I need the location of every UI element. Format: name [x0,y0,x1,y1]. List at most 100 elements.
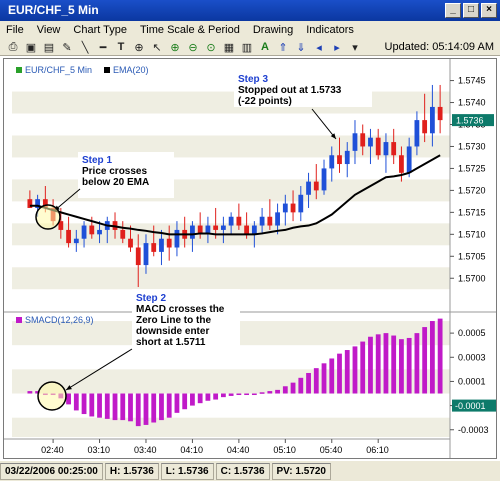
window-titlebar: EUR/CHF_5 Min _ □ × [0,0,500,21]
macd-bar [174,393,180,413]
macd-bar [313,368,319,394]
x-tick-label: 02:40 [41,445,64,455]
macd-bar [244,393,250,396]
macd-bar [406,337,412,394]
macd-bar [151,393,157,423]
line-icon[interactable]: ╲ [81,41,89,54]
macd-bar [360,341,366,394]
text-icon[interactable]: T [117,41,125,53]
macd-bar [251,393,257,396]
candle-body [429,106,435,134]
arrow-up-icon[interactable]: ⇑ [278,41,288,54]
updated-time: Updated: 05:14:09 AM [384,41,494,53]
macd-tick-label: -0.0003 [458,425,489,435]
step1-arrow [53,188,81,212]
menu-bar: File View Chart Type Time Scale & Period… [0,21,500,39]
close-button[interactable]: × [481,3,497,18]
candle-body [66,229,71,244]
zoom-out-icon[interactable]: ⊖ [188,41,198,54]
candle-body [267,216,273,226]
menu-chart-type[interactable]: Chart Type [73,24,127,36]
macd-bar [120,393,126,421]
candle-body [290,203,296,213]
menu-drawing[interactable]: Drawing [252,24,294,36]
candle-body [437,106,443,121]
price-band [12,91,450,114]
status-low: L: 1.5736 [160,462,214,480]
maximize-button[interactable]: □ [463,3,479,18]
x-tick-label: 03:10 [88,445,111,455]
macd-bar [352,346,358,394]
pointer-icon[interactable]: ⊕ [134,41,144,54]
macd-bar [190,393,195,406]
macd-band [12,417,450,437]
macd-bar [35,391,41,394]
macd-bar [97,393,102,418]
step2-line: downside enter [136,326,209,337]
status-high: H: 1.5736 [104,462,159,480]
zoom-in-icon[interactable]: ⊕ [170,41,180,54]
grid-icon[interactable]: ▦ [223,41,235,54]
menu-view[interactable]: View [36,24,61,36]
candle-body [383,142,389,156]
price-tick-label: 1.5705 [458,251,486,261]
candle-body [135,247,141,266]
step1-line: Price crosses [82,166,147,177]
macd-bar [213,393,219,400]
minimize-button[interactable]: _ [445,3,461,18]
x-tick-label: 06:10 [366,445,389,455]
price-tick-label: 1.5730 [458,141,486,151]
macd-bar [159,393,164,421]
step1-highlight-circle [35,204,61,230]
menu-time-scale[interactable]: Time Scale & Period [140,24,240,36]
step3-title: Step 3 [238,74,268,85]
macd-bar [143,393,149,425]
candle-body [42,199,48,208]
print-icon[interactable]: ⎙ [8,40,18,53]
step3-line: Stopped out at 1.5733 [238,85,342,96]
macd-bar [298,377,304,394]
macd-bar [329,358,335,394]
chart-area[interactable]: 1.57451.57401.57351.57301.57251.57201.57… [3,58,497,459]
candle-body [321,168,327,191]
candle-body [275,212,280,226]
open-icon[interactable]: ▣ [25,41,37,54]
save-icon[interactable]: ▤ [43,41,55,54]
dropdown-icon[interactable]: ▾ [352,41,358,54]
macd-bar [182,393,188,410]
macd-bar [368,336,373,394]
candle-body [282,203,288,213]
arrow-right-icon[interactable]: ▸ [334,41,340,54]
bar-chart-icon[interactable]: ▥ [241,41,253,54]
candle-body [81,225,87,239]
arrow-down-icon[interactable]: ⇓ [296,41,306,54]
candle-body [259,216,265,226]
step2-arrow [65,348,133,391]
candle-body [306,181,311,195]
candle-body [236,216,242,226]
candle-body [97,229,102,235]
candle-body [151,243,157,252]
candle-body [337,155,342,165]
menu-file[interactable]: File [6,24,24,36]
candle-body [27,199,33,208]
macd-bar [166,393,172,418]
step3-line: (-22 points) [238,96,292,107]
menu-indicators[interactable]: Indicators [306,24,354,36]
cursor-icon[interactable]: ↖ [152,41,162,54]
candle-body [159,238,164,252]
chart-svg[interactable]: 1.57451.57401.57351.57301.57251.57201.57… [4,59,496,458]
candle-body [73,238,79,244]
letter-a-icon[interactable]: A [261,41,269,53]
macd-bar [236,393,242,396]
zoom-fit-icon[interactable]: ⊙ [206,41,216,54]
candle-body [298,194,304,213]
pencil-icon[interactable]: ✎ [62,41,72,54]
macd-bar [399,339,404,394]
arrow-left-icon[interactable]: ◂ [316,41,322,54]
symbol-legend-label: EUR/CHF_5 Min [25,65,92,75]
candle-body [220,225,226,230]
candle-body [344,150,350,165]
macd-bar [128,393,133,422]
horizontal-line-icon[interactable]: ━ [99,41,107,54]
